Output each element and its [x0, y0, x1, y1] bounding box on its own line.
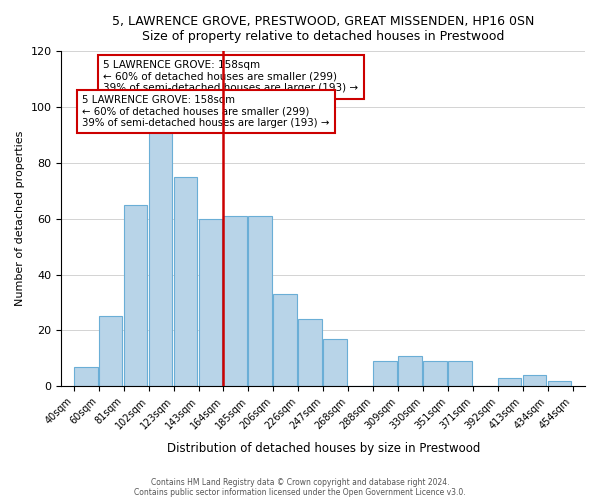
Bar: [223, 216, 247, 386]
Bar: [199, 218, 222, 386]
Title: 5, LAWRENCE GROVE, PRESTWOOD, GREAT MISSENDEN, HP16 0SN
Size of property relativ: 5, LAWRENCE GROVE, PRESTWOOD, GREAT MISS…: [112, 15, 535, 43]
Bar: [423, 361, 446, 386]
Bar: [149, 124, 172, 386]
Text: Contains HM Land Registry data © Crown copyright and database right 2024.
Contai: Contains HM Land Registry data © Crown c…: [134, 478, 466, 497]
Bar: [323, 339, 347, 386]
Text: 5 LAWRENCE GROVE: 158sqm
← 60% of detached houses are smaller (299)
39% of semi-: 5 LAWRENCE GROVE: 158sqm ← 60% of detach…: [103, 60, 358, 94]
Y-axis label: Number of detached properties: Number of detached properties: [15, 131, 25, 306]
X-axis label: Distribution of detached houses by size in Prestwood: Distribution of detached houses by size …: [167, 442, 480, 455]
Bar: [398, 356, 422, 386]
Bar: [548, 380, 571, 386]
Bar: [74, 366, 98, 386]
Bar: [498, 378, 521, 386]
Bar: [248, 216, 272, 386]
Bar: [523, 375, 547, 386]
Bar: [448, 361, 472, 386]
Text: 5 LAWRENCE GROVE: 158sqm
← 60% of detached houses are smaller (299)
39% of semi-: 5 LAWRENCE GROVE: 158sqm ← 60% of detach…: [82, 94, 330, 128]
Bar: [274, 294, 297, 386]
Bar: [99, 316, 122, 386]
Bar: [124, 204, 148, 386]
Bar: [298, 319, 322, 386]
Bar: [173, 177, 197, 386]
Bar: [373, 361, 397, 386]
